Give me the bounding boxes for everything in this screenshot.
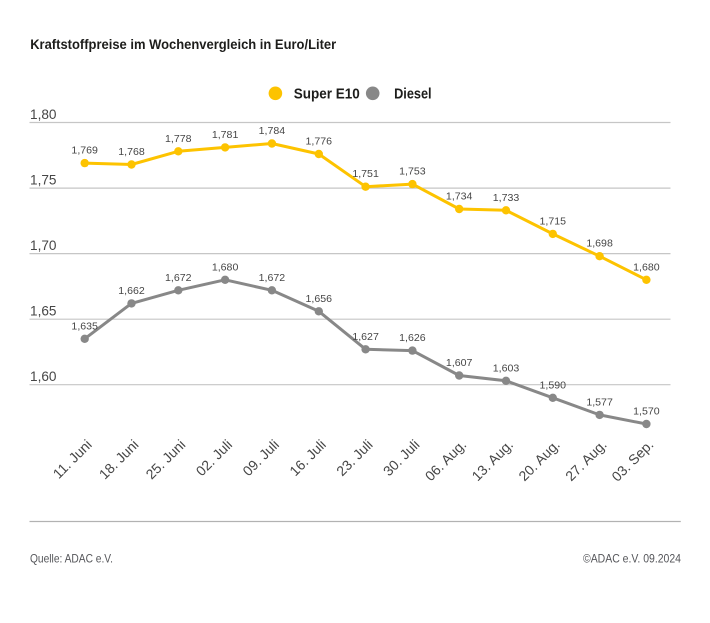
svg-text:1,603: 1,603: [493, 362, 520, 374]
svg-text:1,715: 1,715: [540, 215, 567, 227]
svg-text:©ADAC e.V. 09.2024: ©ADAC e.V. 09.2024: [583, 552, 681, 566]
svg-text:1,698: 1,698: [586, 238, 613, 250]
svg-text:1,70: 1,70: [30, 237, 57, 253]
svg-text:1,680: 1,680: [633, 261, 660, 273]
svg-text:1,672: 1,672: [259, 272, 286, 284]
svg-text:1,590: 1,590: [540, 379, 567, 391]
svg-text:1,734: 1,734: [446, 191, 473, 203]
svg-text:1,733: 1,733: [493, 192, 520, 204]
svg-text:1,662: 1,662: [118, 285, 145, 297]
svg-text:1,778: 1,778: [165, 133, 192, 145]
svg-text:1,75: 1,75: [30, 172, 57, 188]
svg-text:1,768: 1,768: [118, 146, 145, 158]
svg-text:1,776: 1,776: [306, 136, 333, 148]
svg-text:1,680: 1,680: [212, 261, 239, 273]
svg-text:1,656: 1,656: [306, 293, 333, 305]
svg-text:1,769: 1,769: [71, 145, 98, 157]
svg-text:Diesel: Diesel: [394, 86, 432, 103]
svg-text:1,781: 1,781: [212, 129, 239, 141]
svg-text:1,635: 1,635: [71, 320, 98, 332]
svg-text:1,627: 1,627: [352, 331, 379, 343]
svg-text:1,65: 1,65: [30, 303, 57, 319]
svg-text:1,751: 1,751: [352, 168, 379, 180]
svg-text:1,784: 1,784: [259, 125, 286, 137]
svg-text:1,626: 1,626: [399, 332, 426, 344]
svg-text:1,80: 1,80: [30, 106, 57, 122]
svg-text:1,753: 1,753: [399, 166, 426, 178]
svg-text:1,672: 1,672: [165, 272, 192, 284]
svg-text:1,60: 1,60: [30, 368, 57, 384]
svg-text:1,577: 1,577: [586, 396, 613, 408]
svg-text:Quelle: ADAC e.V.: Quelle: ADAC e.V.: [30, 552, 113, 566]
svg-text:Super E10: Super E10: [294, 86, 360, 103]
svg-text:1,570: 1,570: [633, 406, 660, 418]
svg-text:1,607: 1,607: [446, 357, 473, 369]
svg-text:Kraftstoffpreise im Wochenverg: Kraftstoffpreise im Wochenvergleich in E…: [30, 36, 336, 52]
